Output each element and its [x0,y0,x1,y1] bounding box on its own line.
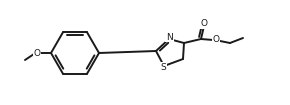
Text: O: O [34,49,41,58]
Text: N: N [166,33,173,41]
Text: S: S [160,63,166,72]
Text: O: O [200,19,208,28]
Text: O: O [213,35,220,45]
